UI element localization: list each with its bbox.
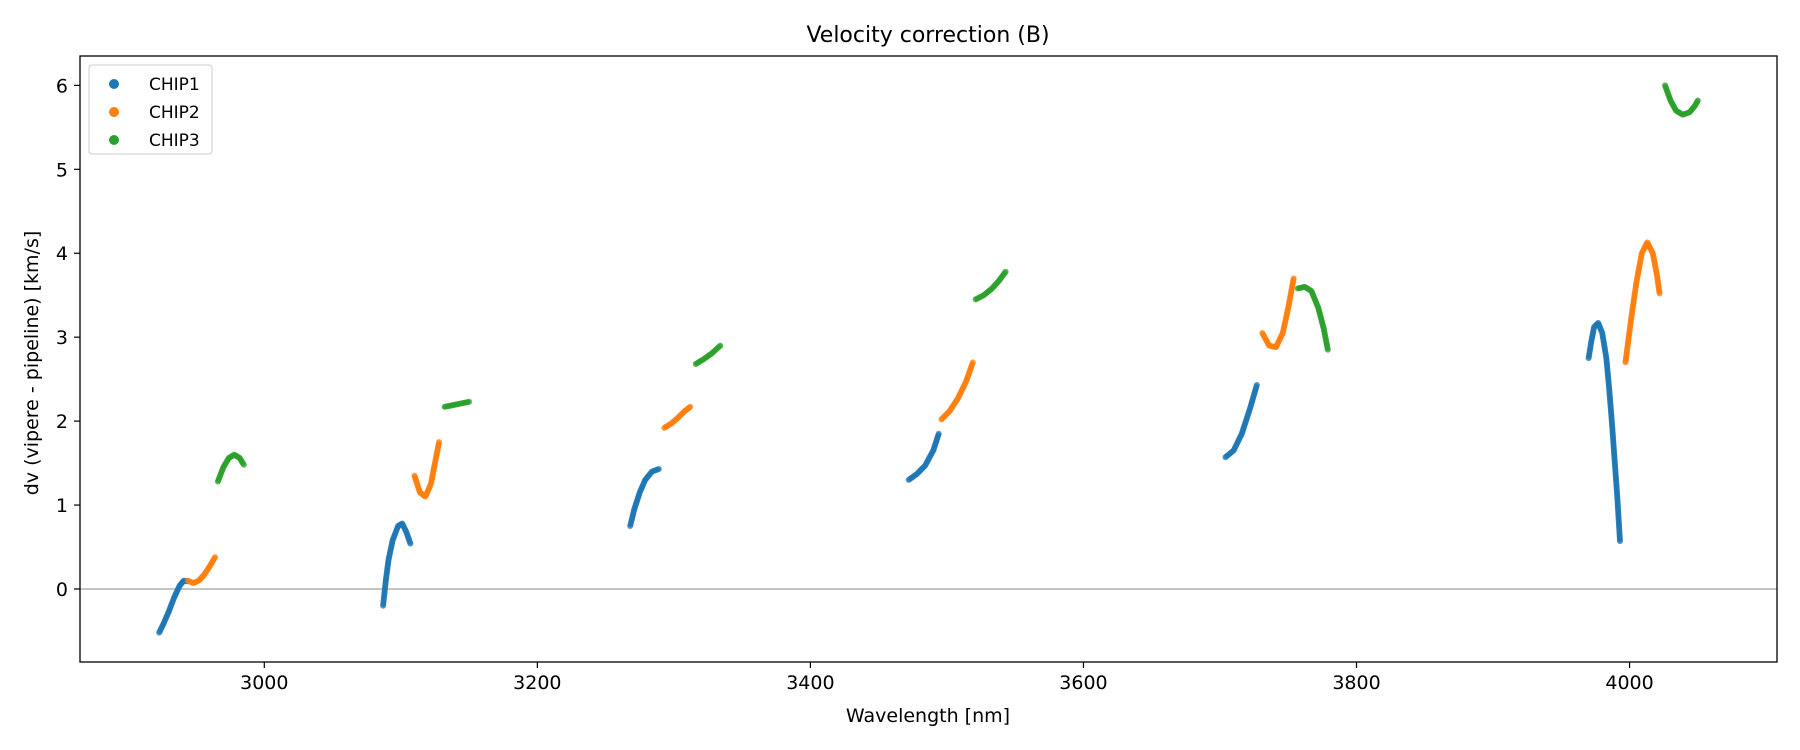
x-tick-label: 4000 — [1605, 672, 1653, 694]
data-point — [1002, 268, 1009, 275]
y-tick-label: 2 — [56, 411, 68, 433]
y-tick-label: 4 — [56, 243, 68, 265]
data-point — [1656, 290, 1663, 297]
y-tick-label: 3 — [56, 327, 68, 349]
data-point — [935, 430, 942, 437]
x-tick-label: 3400 — [786, 672, 834, 694]
chart-title: Velocity correction (B) — [806, 23, 1049, 48]
legend-label: CHIP2 — [149, 103, 200, 123]
x-tick-label: 3200 — [513, 672, 561, 694]
y-axis-label: dv (vipere - pipeline) [km/s] — [21, 231, 43, 496]
y-tick-label: 6 — [56, 75, 68, 97]
data-point — [1616, 538, 1623, 545]
series-chip3 — [214, 82, 1701, 485]
y-tick-label: 5 — [56, 159, 68, 181]
axes-frame — [79, 55, 1778, 663]
x-tick-label: 3600 — [1059, 672, 1107, 694]
legend-label: CHIP1 — [149, 75, 200, 95]
legend-marker — [109, 135, 119, 145]
data-point — [407, 540, 414, 547]
x-tick-label: 3000 — [240, 672, 288, 694]
data-point — [1290, 275, 1297, 282]
data-point — [240, 461, 247, 468]
plot-area: 3000 3200 3400 3600 3800 4000 0 1 2 3 4 5 6 — [56, 55, 1778, 694]
legend: CHIP1 CHIP2 CHIP3 — [88, 64, 213, 155]
data-point — [1324, 346, 1331, 353]
data-point — [1253, 382, 1260, 389]
legend-box — [88, 64, 213, 155]
y-tick-label: 1 — [56, 495, 68, 517]
series-chip2 — [184, 239, 1663, 587]
data-point — [466, 398, 473, 405]
legend-marker — [109, 107, 119, 117]
data-point — [655, 465, 662, 472]
legend-label: CHIP3 — [149, 131, 200, 151]
series-chip1 — [156, 319, 1623, 636]
data-point — [969, 359, 976, 366]
x-axis-label: Wavelength [nm] — [846, 705, 1010, 727]
data-point — [436, 439, 443, 446]
legend-marker — [109, 79, 119, 89]
data-point — [212, 554, 219, 561]
data-point — [717, 342, 724, 349]
y-tick-label: 0 — [56, 579, 68, 601]
x-tick-label: 3800 — [1332, 672, 1380, 694]
data-point — [687, 403, 694, 410]
data-point — [1694, 97, 1701, 104]
